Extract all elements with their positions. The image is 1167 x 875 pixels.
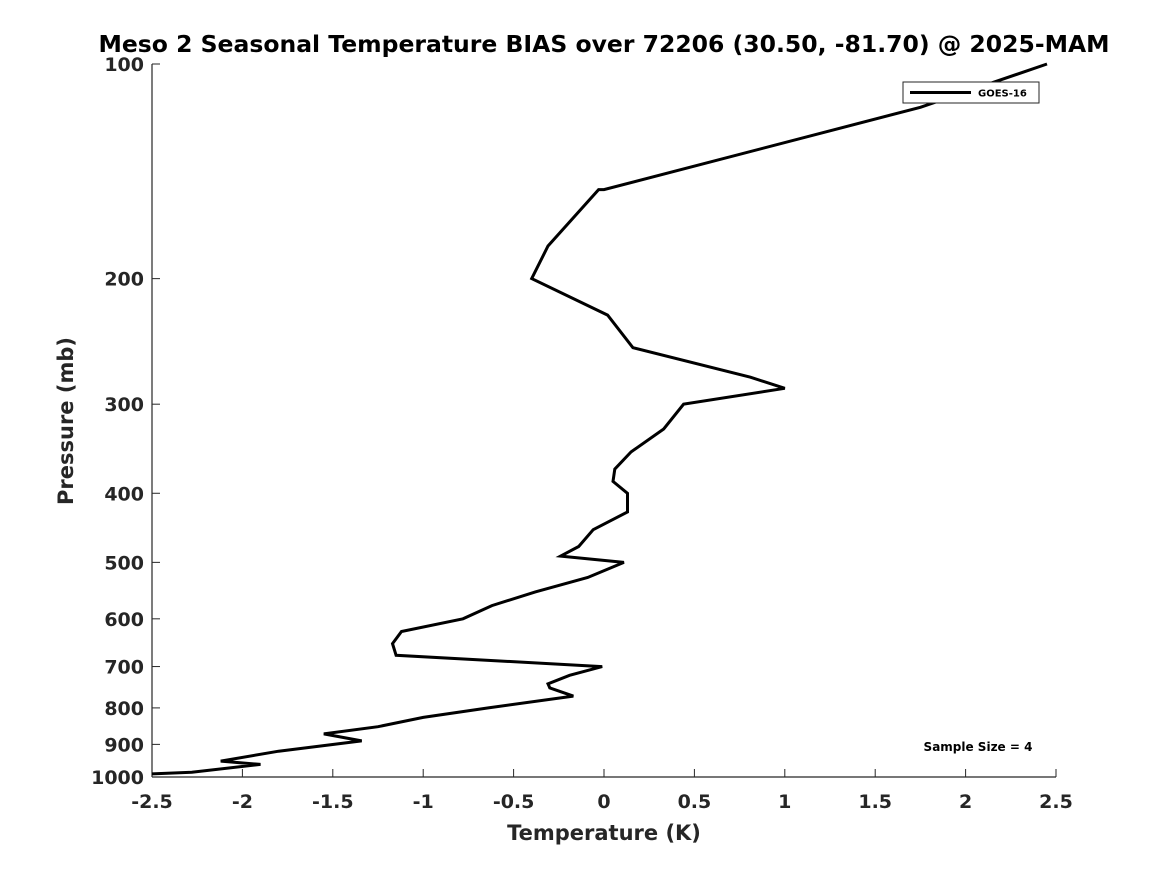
y-tick-label: 100 — [104, 54, 144, 76]
y-tick-label: 600 — [104, 609, 144, 631]
y-axis-label: Pressure (mb) — [54, 337, 78, 505]
y-axis-ticks: 100 200 300 400 500 600 700 800 900 1000 — [91, 54, 160, 789]
y-tick-label: 1000 — [91, 767, 144, 789]
legend-label-goes-16: GOES-16 — [978, 89, 1027, 100]
x-tick-label: 0 — [597, 791, 610, 813]
y-tick-label: 500 — [104, 552, 144, 574]
x-tick-label: -2.5 — [131, 791, 173, 813]
legend: GOES-16 — [902, 81, 1040, 104]
x-axis-label: Temperature (K) — [507, 821, 701, 845]
y-tick-label: 900 — [104, 734, 144, 756]
y-tick-label: 800 — [104, 698, 144, 720]
series-line-goes-16 — [151, 62, 1048, 776]
x-tick-label: -2 — [232, 791, 253, 813]
chart-title: Meso 2 Seasonal Temperature BIAS over 72… — [98, 30, 1109, 58]
x-tick-label: 2 — [959, 791, 972, 813]
y-tick-label: 200 — [104, 269, 144, 291]
y-tick-label: 400 — [104, 483, 144, 505]
y-tick-label: 700 — [104, 657, 144, 679]
x-tick-label: -1 — [413, 791, 434, 813]
series-layer — [151, 62, 1048, 776]
x-tick-label: 0.5 — [678, 791, 712, 813]
x-tick-label: -1.5 — [312, 791, 354, 813]
plot-area — [151, 64, 1056, 778]
y-tick-label: 300 — [104, 394, 144, 416]
x-axis-ticks: -2.5 -2 -1.5 -1 -0.5 0 0.5 1 1.5 2 2.5 — [131, 769, 1073, 813]
x-tick-label: 1 — [778, 791, 791, 813]
x-tick-label: -0.5 — [493, 791, 535, 813]
sample-size-annotation: Sample Size = 4 — [924, 740, 1033, 754]
x-tick-label: 1.5 — [858, 791, 892, 813]
x-tick-label: 2.5 — [1039, 791, 1073, 813]
